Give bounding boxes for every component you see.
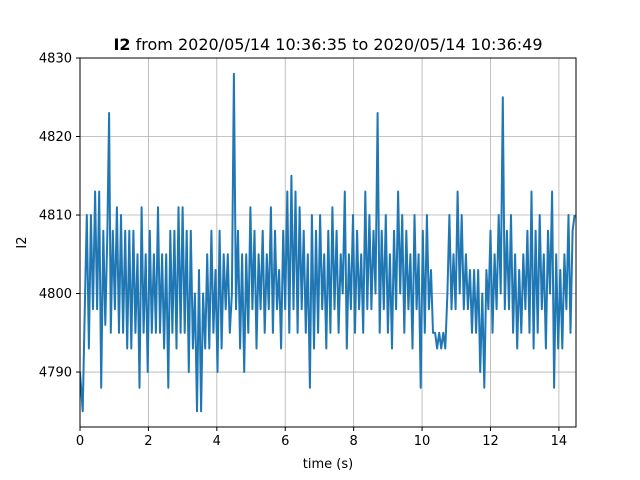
axes-frame	[79, 57, 577, 428]
series-line-i2	[80, 72, 576, 413]
plot-area	[80, 72, 576, 413]
x-tick-label: 12	[482, 434, 499, 449]
y-tick-label: 4800	[39, 287, 72, 302]
x-tick-label: 6	[281, 434, 289, 449]
x-tick-label: 10	[414, 434, 431, 449]
y-axis-label: I2	[15, 236, 30, 248]
y-tick-label: 4790	[39, 366, 72, 381]
x-tick-label: 4	[213, 434, 221, 449]
y-tick-label: 4820	[39, 130, 72, 145]
chart-title: I2 from 2020/05/14 10:36:35 to 2020/05/1…	[113, 35, 542, 54]
x-axis-label: time (s)	[303, 457, 353, 472]
x-tick-label: 14	[551, 434, 568, 449]
x-axis: 0 2 4 6 8 10 12 14	[76, 427, 567, 449]
x-tick-label: 2	[144, 434, 152, 449]
chart-title-rest: from 2020/05/14 10:36:35 to 2020/05/14 1…	[131, 35, 543, 54]
x-tick-label: 8	[350, 434, 358, 449]
y-tick-label: 4830	[39, 52, 72, 67]
x-tick-label: 0	[76, 434, 84, 449]
chart-title-bold: I2	[113, 35, 130, 54]
y-axis: 4790 4800 4810 4820 4830	[39, 52, 80, 381]
y-tick-label: 4810	[39, 209, 72, 224]
